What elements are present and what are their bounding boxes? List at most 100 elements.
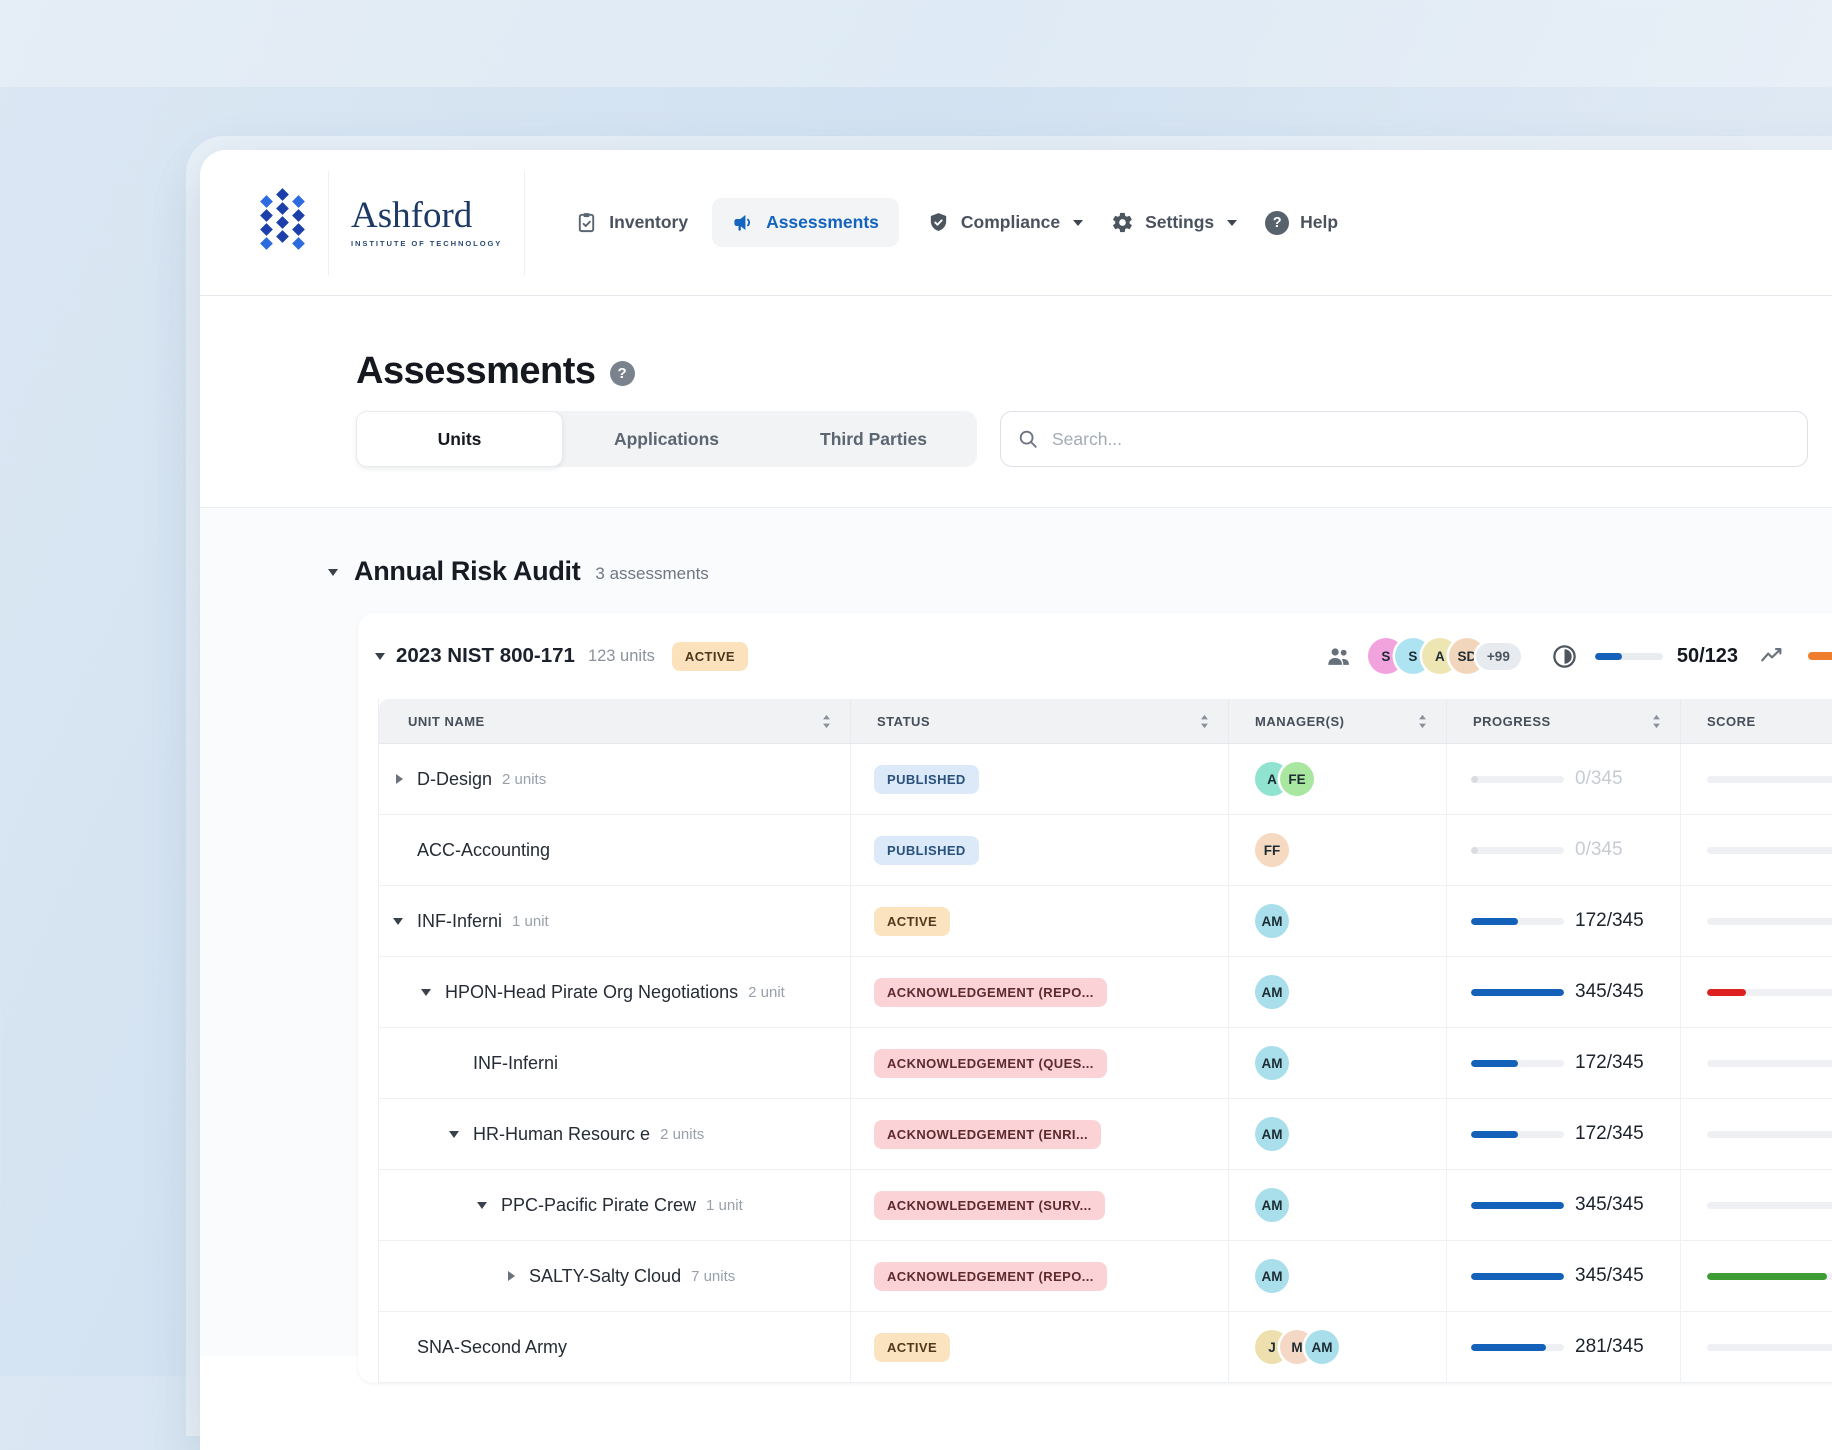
column-label: MANAGER(S) [1255, 713, 1345, 729]
caret-down-icon[interactable] [375, 650, 386, 662]
table-row[interactable]: SNA-Second Army ACTIVE J M AM 281/345 [379, 1312, 1832, 1383]
search-icon [1017, 428, 1039, 450]
assessment-status-badge: ACTIVE [671, 641, 748, 671]
progress-value: 0/345 [1575, 839, 1623, 860]
nav-divider [524, 170, 526, 275]
status-badge: ACKNOWLEDGEMENT (REPO... [874, 1261, 1107, 1291]
top-nav-bar: Ashford INSTITUTE OF TECHNOLOGY Inventor… [200, 150, 1832, 296]
shield-check-icon [927, 211, 950, 234]
table-row[interactable]: PPC-Pacific Pirate Crew 1 unit ACKNOWLEDGE… [379, 1170, 1832, 1241]
manager-avatar: AM [1255, 1259, 1289, 1293]
caret-down-icon[interactable] [393, 915, 404, 927]
brand-wordmark[interactable]: Ashford INSTITUTE OF TECHNOLOGY [351, 197, 502, 248]
assessment-progress-value: 50/123 [1676, 644, 1738, 667]
nav-divider [328, 170, 329, 275]
nav-item-settings[interactable]: Settings [1111, 211, 1238, 234]
column-header-score[interactable]: SCORE [1681, 699, 1832, 743]
score-bar [1707, 846, 1832, 854]
nav-item-inventory[interactable]: Inventory [575, 211, 688, 234]
section-caret-down-icon[interactable] [328, 566, 339, 578]
table-row[interactable]: INF-Inferni ACKNOWLEDGEMENT (QUES... AM 172… [379, 1028, 1832, 1099]
brand-name: Ashford [351, 195, 473, 237]
caret-down-icon[interactable] [421, 986, 432, 998]
score-bar [1707, 988, 1832, 996]
column-header-status[interactable]: STATUS [851, 699, 1229, 743]
sort-icon[interactable] [1651, 714, 1662, 729]
table-row[interactable]: INF-Inferni 1 unit ACTIVE AM 172/345 [379, 886, 1832, 957]
app-logo[interactable] [258, 188, 306, 251]
manager-avatar: AM [1255, 1117, 1289, 1151]
progress-value: 281/345 [1575, 1336, 1644, 1357]
status-badge: ACKNOWLEDGEMENT (QUES... [874, 1048, 1107, 1078]
table-row[interactable]: D-Design 2 units PUBLISHED A FE 0/345 [379, 744, 1832, 815]
column-label: SCORE [1707, 713, 1756, 729]
avatar-overflow-count: +99 [1475, 642, 1521, 670]
manager-avatar: AM [1305, 1330, 1339, 1364]
assessment-avatar-group: S S A SD +99 [1367, 638, 1521, 674]
column-label: STATUS [877, 713, 931, 729]
search-box[interactable] [1000, 411, 1808, 467]
brand-subtitle: INSTITUTE OF TECHNOLOGY [351, 239, 503, 249]
status-badge: PUBLISHED [874, 764, 979, 794]
caret-right-icon[interactable] [505, 1270, 516, 1282]
trend-line-icon [1759, 643, 1785, 669]
search-input[interactable] [1050, 427, 1791, 451]
manager-avatar: FF [1255, 833, 1289, 867]
app-window: Ashford INSTITUTE OF TECHNOLOGY Inventor… [200, 150, 1832, 1450]
progress-bar [1471, 1201, 1564, 1209]
progress-value: 172/345 [1575, 1123, 1644, 1144]
tab-units[interactable]: Units [356, 411, 563, 467]
table-row[interactable]: ACC-Accounting PUBLISHED FF 0/345 [379, 815, 1832, 886]
score-bar [1707, 775, 1832, 783]
caret-down-icon[interactable] [477, 1199, 488, 1211]
status-badge: ACTIVE [874, 906, 951, 936]
caret-down-icon[interactable] [449, 1128, 460, 1140]
score-bar [1707, 1272, 1832, 1280]
column-label: PROGRESS [1473, 713, 1551, 729]
page-title: Assessments [356, 350, 596, 392]
nav-item-help[interactable]: ? Help [1265, 210, 1339, 235]
status-badge: ACKNOWLEDGEMENT (SURV... [874, 1190, 1105, 1220]
column-header-progress[interactable]: PROGRESS [1447, 699, 1681, 743]
table-row[interactable]: HPON-Head Pirate Org Negotiations 2 unit A… [379, 957, 1832, 1028]
column-header-unit-name[interactable]: UNIT NAME [379, 699, 851, 743]
people-icon [1325, 643, 1352, 670]
table-row[interactable]: SALTY-Salty Cloud 7 units ACKNOWLEDGEMENT … [379, 1241, 1832, 1312]
nav-item-compliance[interactable]: Compliance [927, 211, 1084, 234]
score-bar [1707, 1201, 1832, 1209]
sort-icon[interactable] [821, 714, 832, 729]
manager-avatar: FE [1280, 762, 1314, 796]
unit-name: HR-Human Resourc e [473, 1123, 651, 1144]
unit-name: SNA-Second Army [417, 1336, 568, 1357]
caret-right-icon[interactable] [393, 773, 404, 785]
nav-item-label: Help [1300, 212, 1339, 232]
table-body: D-Design 2 units PUBLISHED A FE 0/345 ACC-Acco… [379, 744, 1832, 1383]
clock-icon [1551, 643, 1578, 670]
table-row[interactable]: HR-Human Resourc e 2 units ACKNOWLEDGEMENT… [379, 1099, 1832, 1170]
progress-bar [1471, 846, 1564, 854]
units-table: UNIT NAME STATUS MANAGER(S) PROGRESS SCORE D… [378, 699, 1832, 1383]
assessment-progress-bar [1594, 652, 1663, 660]
chevron-down-icon [1073, 220, 1084, 231]
unit-count: 2 unit [748, 983, 785, 1001]
sort-icon[interactable] [1417, 714, 1428, 729]
column-header-manager-s[interactable]: MANAGER(S) [1229, 699, 1447, 743]
tab-applications[interactable]: Applications [613, 428, 719, 449]
progress-bar [1471, 1130, 1564, 1138]
sort-icon[interactable] [1199, 714, 1210, 729]
title-help-icon[interactable]: ? [609, 361, 635, 386]
status-badge: ACTIVE [874, 1332, 951, 1362]
help-circle-icon: ? [1265, 210, 1290, 235]
nav-item-assessments[interactable]: Assessments [712, 198, 899, 247]
status-badge: PUBLISHED [874, 835, 979, 865]
progress-value: 172/345 [1575, 910, 1644, 931]
table-header-row: UNIT NAME STATUS MANAGER(S) PROGRESS SCORE [379, 699, 1832, 744]
assessment-title: 2023 NIST 800-171 [396, 644, 575, 667]
unit-count: 2 units [502, 770, 547, 788]
content-area: Annual Risk Audit 3 assessments 2023 NIS… [200, 508, 1832, 1383]
progress-bar [1471, 917, 1564, 925]
score-bar [1707, 917, 1832, 925]
tab-third-parties[interactable]: Third Parties [820, 428, 927, 449]
score-summary-bar [1808, 652, 1832, 660]
assessment-card-header[interactable]: 2023 NIST 800-171 123 units ACTIVE S S A SD… [358, 613, 1832, 699]
